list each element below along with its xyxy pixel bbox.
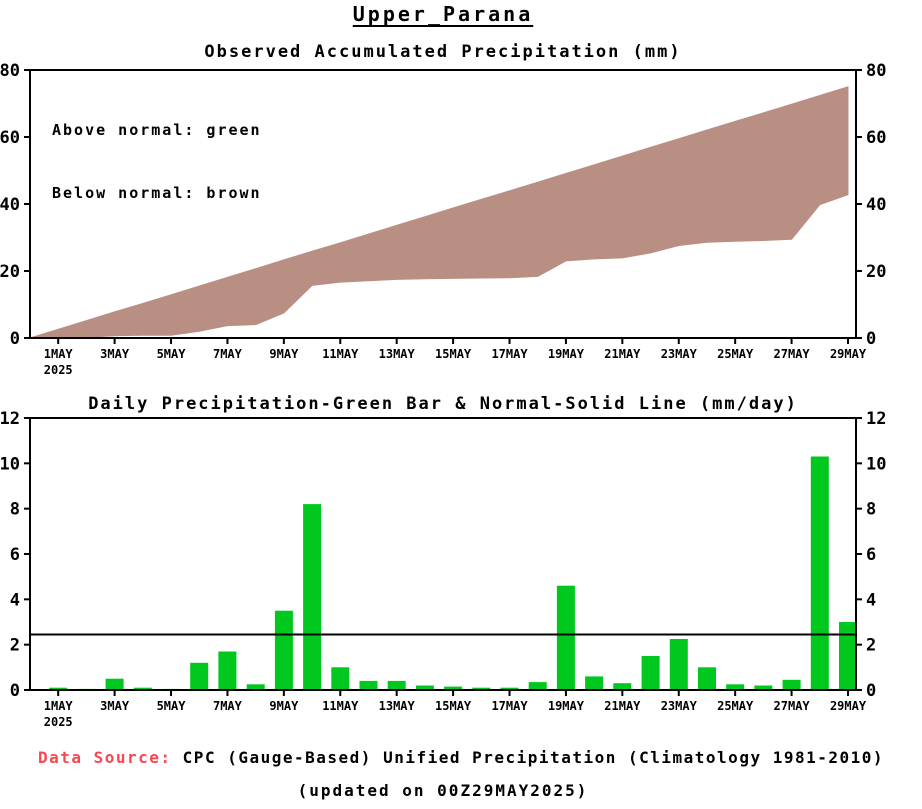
updated-line: (updated on 00Z29MAY2025) — [297, 781, 589, 800]
x-axis-tick-label: 11MAY — [322, 699, 359, 713]
daily-precip-bar — [133, 687, 152, 690]
x-axis-tick-label: 7MAY — [213, 347, 243, 361]
daily-precip-bar — [218, 651, 237, 690]
y-axis-tick-label: 6 — [10, 545, 20, 565]
x-axis-tick-label: 27MAY — [774, 347, 811, 361]
x-axis-tick-label: 17MAY — [491, 347, 528, 361]
y-axis-tick-label: 40 — [866, 195, 886, 215]
y-axis-tick-label: 6 — [866, 545, 876, 565]
daily-precip-bar — [105, 678, 124, 690]
y-axis-tick-label: 0 — [866, 329, 876, 349]
y-axis-tick-label: 4 — [10, 590, 20, 610]
data-source-spacer — [172, 748, 183, 767]
daily-precip-bar — [782, 679, 801, 690]
y-axis-tick-label: 2 — [10, 636, 20, 656]
x-axis-tick-label: 15MAY — [435, 699, 472, 713]
x-axis-tick-label: 19MAY — [548, 347, 585, 361]
daily-precip-bar — [274, 610, 293, 690]
y-axis-tick-label: 80 — [866, 61, 886, 81]
y-axis-tick-label: 8 — [10, 500, 20, 520]
daily-precip-bar — [839, 622, 856, 690]
x-axis-year-label: 2025 — [44, 715, 73, 729]
daily-precip-chart: 0 0 2 2 4 4 6 6 8 8 10 10 12 12 1MAY 3MAY 5MAY 7MAY 9MAY 11… — [0, 410, 886, 729]
legend-below-normal: Below normal: brown — [52, 184, 262, 202]
daily-precip-bar — [472, 687, 491, 690]
y-axis-tick-label: 0 — [866, 681, 876, 701]
y-axis-tick-label: 12 — [0, 410, 20, 429]
x-axis-tick-label: 23MAY — [661, 347, 698, 361]
daily-precip-bar — [726, 684, 745, 690]
y-axis-tick-label: 4 — [866, 590, 876, 610]
below-normal-fill-area — [29, 86, 849, 339]
x-axis-tick-label: 13MAY — [379, 699, 416, 713]
y-axis-tick-label: 80 — [0, 61, 20, 81]
data-source-text: CPC (Gauge-Based) Unified Precipitation … — [182, 748, 885, 767]
y-axis-tick-label: 20 — [866, 262, 886, 282]
x-axis-tick-label: 9MAY — [269, 699, 299, 713]
x-axis-tick-label: 7MAY — [213, 699, 243, 713]
x-axis-tick-label: 3MAY — [100, 347, 130, 361]
data-source-line: Data Source: CPC (Gauge-Based) Unified P… — [0, 748, 922, 767]
x-axis-tick-label: 9MAY — [269, 347, 299, 361]
y-axis-tick-label: 40 — [0, 195, 20, 215]
daily-precip-bar — [303, 504, 322, 690]
daily-precip-bar — [246, 684, 265, 690]
daily-precip-bar — [49, 687, 68, 690]
daily-precip-bar — [754, 685, 773, 690]
x-axis-tick-label: 25MAY — [717, 699, 754, 713]
x-axis-tick-label: 19MAY — [548, 699, 585, 713]
daily-precip-bar — [387, 680, 406, 690]
daily-precip-bar — [415, 685, 434, 690]
y-axis-tick-label: 12 — [866, 410, 886, 429]
daily-precip-bar — [613, 683, 632, 690]
daily-precip-bar — [641, 656, 660, 690]
x-axis-tick-label: 5MAY — [157, 347, 187, 361]
daily-chart-title: Daily Precipitation-Green Bar & Normal-S… — [88, 394, 798, 414]
plot-border — [29, 417, 857, 691]
page-title: Upper_Parana — [352, 2, 534, 26]
daily-precip-bar — [585, 676, 604, 690]
x-axis-tick-label: 1MAY — [44, 699, 74, 713]
daily-precip-bar — [359, 680, 378, 690]
x-axis-tick-label: 23MAY — [661, 699, 698, 713]
x-axis-tick-label: 13MAY — [379, 347, 416, 361]
x-axis-tick-label: 21MAY — [604, 347, 641, 361]
daily-precip-bar — [810, 456, 829, 690]
x-axis-tick-label: 15MAY — [435, 347, 472, 361]
y-axis-tick-label: 10 — [0, 454, 20, 474]
daily-precip-bar — [528, 682, 547, 690]
daily-precip-bar — [331, 667, 350, 690]
x-axis-tick-label: 1MAY — [44, 347, 74, 361]
x-axis-tick-label: 17MAY — [491, 699, 528, 713]
daily-precip-bar — [500, 687, 519, 690]
accumulated-precip-chart: 0 0 20 20 40 40 60 60 80 80 1MAY 3MAY 5MAY 7MAY 9MAY 11… — [0, 61, 886, 377]
daily-precip-bar — [444, 686, 463, 690]
x-axis-year-label: 2025 — [44, 363, 73, 377]
y-axis-tick-label: 20 — [0, 262, 20, 282]
x-axis-tick-label: 29MAY — [830, 699, 867, 713]
y-axis-tick-label: 8 — [866, 500, 876, 520]
daily-precip-bar — [669, 639, 688, 690]
daily-precip-bar — [698, 667, 716, 690]
x-axis-tick-label: 25MAY — [717, 347, 754, 361]
accumulated-chart-title: Observed Accumulated Precipitation (mm) — [204, 42, 682, 62]
data-source-label: Data Source: — [37, 748, 172, 767]
y-axis-tick-label: 10 — [866, 454, 886, 474]
y-axis-tick-label: 0 — [10, 681, 20, 701]
x-axis-tick-label: 21MAY — [604, 699, 641, 713]
x-axis-tick-label: 27MAY — [774, 699, 811, 713]
x-axis-tick-label: 11MAY — [322, 347, 359, 361]
daily-precip-bar — [190, 662, 209, 690]
daily-precip-bar — [556, 585, 575, 690]
y-axis-tick-label: 2 — [866, 636, 876, 656]
x-axis-tick-label: 3MAY — [100, 699, 130, 713]
y-axis-tick-label: 0 — [10, 329, 20, 349]
x-axis-tick-label: 5MAY — [157, 699, 187, 713]
y-axis-tick-label: 60 — [0, 128, 20, 148]
legend-note: Above normal: green Below normal: brown — [52, 78, 262, 225]
y-axis-tick-label: 60 — [866, 128, 886, 148]
legend-above-normal: Above normal: green — [52, 121, 262, 139]
x-axis-tick-label: 29MAY — [830, 347, 867, 361]
